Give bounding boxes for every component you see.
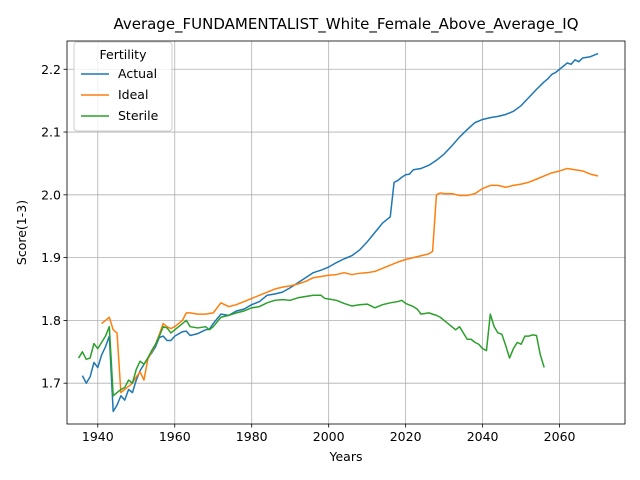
chart-title: Average_FUNDAMENTALIST_White_Female_Abov…	[113, 15, 578, 34]
y-tick-label: 1.9	[41, 250, 61, 265]
legend-items: Actual Ideal Sterile	[81, 66, 159, 123]
y-tick-label: 1.7	[41, 376, 61, 391]
x-tick-label: 1940	[82, 429, 114, 444]
legend-box	[73, 41, 173, 132]
legend-label-ideal: Ideal	[118, 87, 148, 102]
series-lines	[77, 52, 599, 413]
series-line-sterile	[77, 294, 545, 397]
x-tick-label: 2000	[313, 429, 345, 444]
y-axis-label: Score(1-3)	[14, 200, 29, 265]
x-axis-label: Years	[329, 449, 363, 464]
plot-frame	[66, 40, 626, 425]
legend-title: Fertility	[100, 47, 148, 62]
y-tick-label: 2.2	[41, 62, 61, 77]
legend-label-sterile: Sterile	[118, 108, 159, 123]
x-tick-label: 1980	[236, 429, 268, 444]
y-tick-label: 2.1	[41, 125, 61, 140]
x-tick-label: 2040	[467, 429, 499, 444]
x-tick-label: 2020	[390, 429, 422, 444]
y-tick-label: 2.0	[41, 187, 61, 202]
x-tick-label: 1960	[159, 429, 191, 444]
y-tick-label: 1.8	[41, 313, 61, 328]
axis-ticks: 1940 1960 1980 2000 2020 2040 2060 1.7 1.8 1.9 2.0…	[41, 62, 575, 444]
legend: Fertility Actual Ideal Sterile	[73, 41, 173, 132]
x-tick-label: 2060	[544, 429, 576, 444]
legend-label-actual: Actual	[118, 66, 157, 81]
